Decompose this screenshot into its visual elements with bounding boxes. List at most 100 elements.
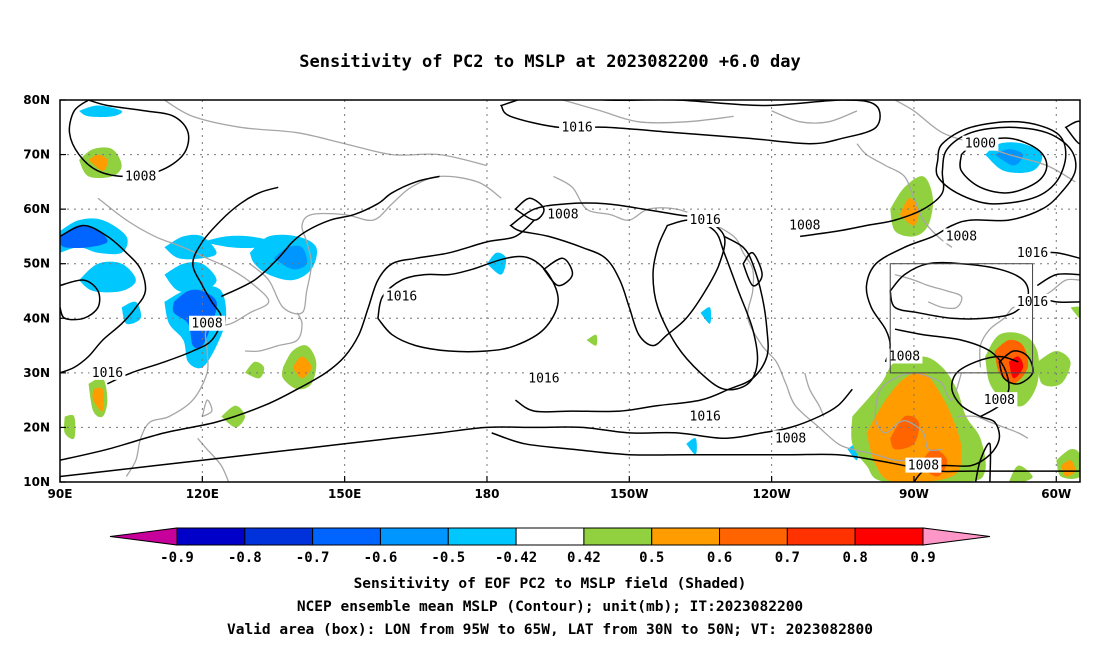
- colorbar-bin: [244, 527, 314, 546]
- mslp-contour: [913, 355, 1019, 482]
- contour-label-bg: [687, 408, 724, 424]
- sensitivity-patch: [64, 414, 76, 440]
- mslp-contour: [889, 261, 1030, 320]
- contour-label-bg: [962, 135, 999, 151]
- colorbar-bin: [176, 527, 246, 546]
- sensitivity-patch: [164, 234, 217, 260]
- y-tick-label: 20N: [23, 420, 50, 434]
- contour-label-bg: [981, 392, 1018, 408]
- sensitivity-patch: [487, 252, 507, 275]
- mslp-contour: [107, 186, 279, 385]
- coastline: [562, 100, 734, 124]
- sensitivity-patch: [1008, 465, 1033, 482]
- contour-label: 1008: [889, 349, 920, 364]
- figure-title: Sensitivity of PC2 to MSLP at 2023082200…: [299, 52, 801, 72]
- sensitivity-patch: [1061, 460, 1076, 477]
- contour-label: 1008: [984, 393, 1015, 408]
- contour-label: 1016: [386, 289, 417, 304]
- footer-line-2: NCEP ensemble mean MSLP (Contour); unit(…: [297, 599, 803, 615]
- colorbar-bin: [312, 527, 381, 546]
- colorbar-label: 0.42: [567, 550, 601, 566]
- colorbar-low-triangle: [109, 527, 178, 546]
- coastline: [804, 372, 825, 417]
- contour-label: 1008: [547, 208, 578, 223]
- mslp-contour: [542, 257, 574, 287]
- contour-label: 1008: [125, 169, 156, 184]
- contour-label: 1016: [690, 410, 721, 425]
- contour-label: 1008: [775, 431, 806, 446]
- contour-label-bg: [687, 212, 724, 228]
- map-grid: [60, 100, 1080, 482]
- coastline: [201, 399, 213, 418]
- contour-label: 1008: [191, 317, 222, 332]
- contour-label-bg: [905, 457, 942, 473]
- contour-label: 1016: [690, 213, 721, 228]
- colorbar-label: -0.6: [364, 550, 398, 566]
- coastline: [164, 100, 488, 167]
- colorbar-bin: [854, 527, 924, 546]
- colorbar-bin: [786, 527, 856, 546]
- sensitivity-patch: [202, 235, 274, 249]
- colorbar-label: 0.8: [843, 550, 868, 566]
- contour-label: 1016: [1017, 246, 1048, 261]
- colorbar-bin: [447, 527, 517, 546]
- contour-label: 1016: [561, 120, 592, 135]
- map-area: 1016 1008 1008 1016 1008 1000 1008 1016 1016 1016…: [23, 93, 1081, 501]
- colorbar-label: -0.42: [495, 550, 537, 566]
- mslp-contour: [935, 120, 1067, 205]
- mslp-contour: [60, 219, 535, 461]
- sensitivity-patch: [686, 437, 697, 455]
- contour-label-bg: [383, 288, 420, 304]
- contour-label-bg: [544, 206, 581, 222]
- mslp-contour: [60, 388, 853, 478]
- y-tick-label: 80N: [23, 93, 50, 107]
- sensitivity-patch: [899, 198, 919, 226]
- coastline: [771, 110, 858, 124]
- footer-line-1: Sensitivity of EOF PC2 to MSLP field (Sh…: [354, 576, 747, 592]
- map-frame: [59, 99, 1081, 483]
- sensitivity-patch: [79, 261, 136, 293]
- mslp-contour: [1064, 120, 1080, 145]
- latitude-ticks: 10N 20N 30N 40N 50N 60N 70N 80N: [23, 93, 66, 489]
- coastline: [244, 312, 303, 353]
- colorbar-label: 0.6: [707, 550, 732, 566]
- contour-label: 1016: [92, 366, 123, 381]
- mslp-contour: [514, 235, 769, 413]
- colorbar: -0.9 -0.8 -0.7 -0.6 -0.5 -0.42 0.42 0.5 0.6 0.7 0.…: [109, 527, 991, 566]
- contour-label: 1016: [528, 371, 559, 386]
- y-tick-label: 70N: [23, 148, 50, 162]
- sensitivity-patch: [700, 307, 712, 324]
- colorbar-bin: [379, 527, 449, 546]
- mslp-contour: [509, 202, 726, 347]
- contour-label-bg: [772, 430, 809, 446]
- mslp-contour: [799, 126, 1077, 363]
- contour-label-bg: [559, 119, 596, 135]
- sensitivity-patch: [88, 154, 108, 171]
- colorbar-label: -0.8: [228, 550, 262, 566]
- mslp-contour: [1036, 273, 1080, 287]
- colorbar-bin: [719, 527, 788, 546]
- x-tick-label: 90W: [899, 487, 929, 501]
- x-tick-label: 120W: [752, 487, 790, 501]
- contour-label-bg: [1014, 244, 1051, 260]
- coastline: [894, 273, 963, 310]
- mslp-contour: [491, 432, 1080, 473]
- contour-label-bg: [189, 315, 226, 331]
- mslp-contour: [974, 442, 992, 482]
- colorbar-label: 0.9: [910, 550, 935, 566]
- x-tick-label: 150W: [610, 487, 648, 501]
- mslp-contour: [68, 100, 190, 178]
- colorbar-label: -0.9: [160, 550, 194, 566]
- mslp-contour: [742, 251, 763, 287]
- y-tick-label: 30N: [23, 366, 50, 380]
- sensitivity-patch: [1037, 351, 1071, 387]
- valid-area-box: [889, 263, 1034, 374]
- colorbar-high-triangle: [922, 527, 991, 546]
- contour-label-bg: [786, 217, 823, 233]
- x-tick-label: 120E: [186, 487, 219, 501]
- y-tick-label: 60N: [23, 202, 50, 216]
- sensitivity-patch: [92, 387, 104, 412]
- contour-labels: 1016 1008 1008 1016 1008 1000 1008 1016 1016 1016…: [89, 119, 1051, 474]
- contour-label: 1008: [908, 459, 939, 474]
